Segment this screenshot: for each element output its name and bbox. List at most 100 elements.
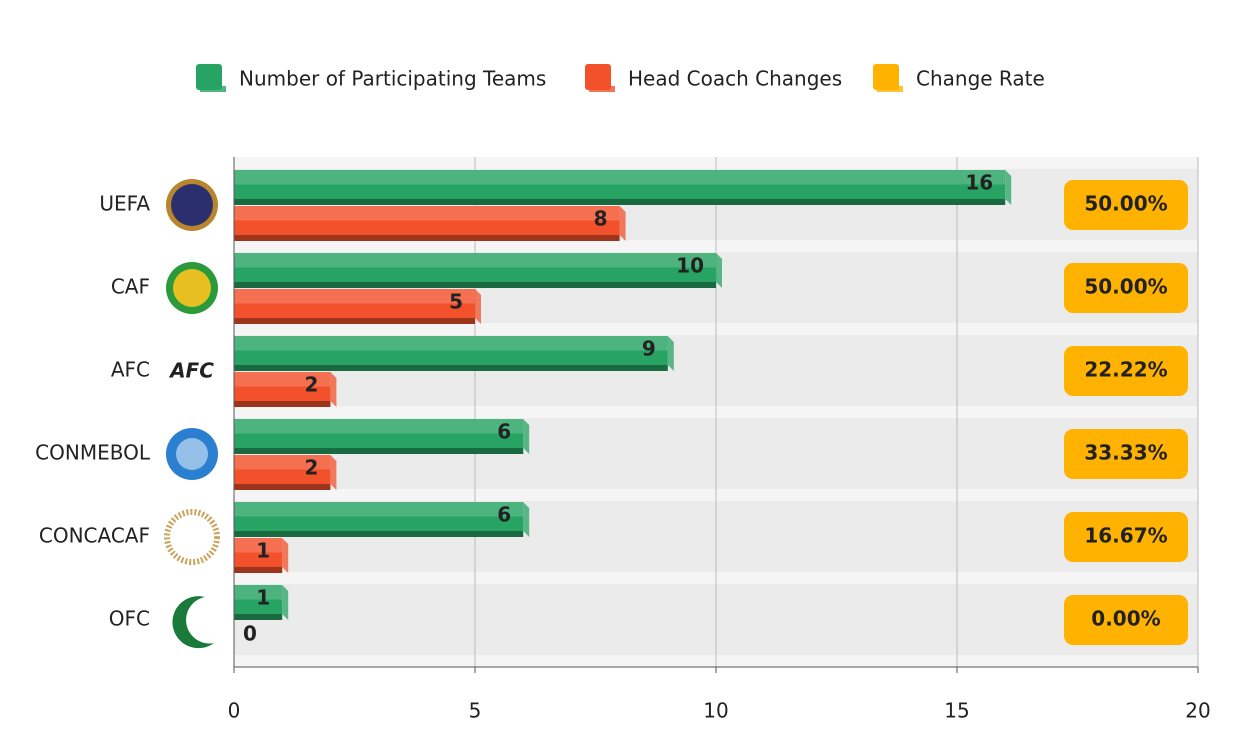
bar-face [234,538,283,567]
bar-face [234,502,524,531]
bar-face [234,419,524,448]
bar-shadow [234,365,668,371]
x-tick-label: 5 [469,699,482,723]
bar [234,372,337,407]
bar-highlight [234,206,620,221]
rate-label: 50.00% [1084,275,1167,299]
bar-face [234,289,475,318]
bar-shadow-dark [234,448,524,454]
rate-label: 50.00% [1084,192,1167,216]
bar [234,502,530,537]
rate-box [1064,595,1188,645]
data-label: 0 [243,622,257,646]
bar-bevel [475,289,481,324]
x-tick-label: 15 [944,699,969,723]
data-label: 1 [256,539,270,563]
rate-box [1064,346,1188,396]
rate-box [1064,512,1188,562]
bar-bevel [716,253,722,288]
rate-label: 33.33% [1084,441,1167,465]
bar-shadow [234,235,620,241]
logos: AFC [164,179,220,649]
bar-shadow [234,318,475,324]
bar [234,289,481,324]
bar-highlight [234,538,283,553]
bar-shadow-dark [234,199,1006,205]
bar-shadow-dark [234,282,716,288]
y-tick-label: AFC [111,358,150,382]
data-label: 16 [965,171,993,195]
bar-shadow [234,614,283,620]
y-tick-label: CONCACAF [39,524,150,548]
bar [234,419,530,454]
bar-face [234,170,1006,199]
y-tick-label: OFC [109,607,150,631]
rate-label: 22.22% [1084,358,1167,382]
bar-shadow-dark [234,401,331,407]
x-tick-label: 10 [703,699,728,723]
bar-highlight [234,289,475,304]
rate-box [1064,429,1188,479]
rate-label: 0.00% [1091,607,1160,631]
bar-highlight [234,372,331,387]
bar-face [234,455,331,484]
bar-face [234,336,668,365]
bar-shadow-dark [234,235,620,241]
rate-box [1064,180,1188,230]
bar [234,206,626,241]
bar [234,585,289,620]
bar [234,253,722,288]
marks: 16850.00%10550.00%9222.22%6233.33%6116.6… [234,170,1188,646]
bar-highlight [234,419,524,434]
legend-label: Number of Participating Teams [239,67,546,91]
bar-bevel [523,419,530,454]
logo [172,596,214,649]
bar-highlight [234,585,283,600]
bar-face [234,372,331,401]
bar-bevel [523,502,530,537]
bar-shadow [234,282,716,288]
bar-shadow [234,199,1006,205]
data-label: 6 [497,503,511,527]
bar [234,170,1012,205]
rate-box [1064,263,1188,313]
rate-label: 16.67% [1084,524,1167,548]
bar-bevel [282,585,289,620]
bar [234,455,337,490]
logo: AFC [168,359,214,383]
bar-shadow-dark [234,567,283,573]
data-label: 9 [642,337,656,361]
bar-highlight [234,336,668,351]
legend-item: Head Coach Changes [585,64,842,92]
legend-item: Number of Participating Teams [196,64,546,92]
y-tick-label: CONMEBOL [35,441,151,465]
data-label: 5 [449,290,463,314]
bar-face [234,585,283,614]
bar-shadow [234,484,331,490]
data-label: 6 [497,420,511,444]
logo [164,509,220,565]
data-label: 2 [304,373,318,397]
bar-bevel [330,455,337,490]
bar-highlight [234,170,1006,185]
x-tick-label: 20 [1185,699,1210,723]
bar-highlight [234,455,331,470]
bar-shadow [234,401,331,407]
bar-bevel [330,372,337,407]
bar-shadow [234,448,524,454]
bar-shadow-dark [234,614,283,620]
data-label: 2 [304,456,318,480]
logo [173,269,211,307]
bar-highlight [234,502,524,517]
legend-label: Head Coach Changes [628,67,842,91]
bar [234,538,289,573]
bar-face [234,253,716,282]
legend-item: Change Rate [873,64,1045,92]
bar-shadow [234,531,524,537]
bar-bevel [1005,170,1012,205]
bar-bevel [282,538,289,573]
bar [234,336,674,371]
bar-shadow-dark [234,318,475,324]
y-tick-label: UEFA [99,192,150,216]
bar-shadow-dark [234,484,331,490]
